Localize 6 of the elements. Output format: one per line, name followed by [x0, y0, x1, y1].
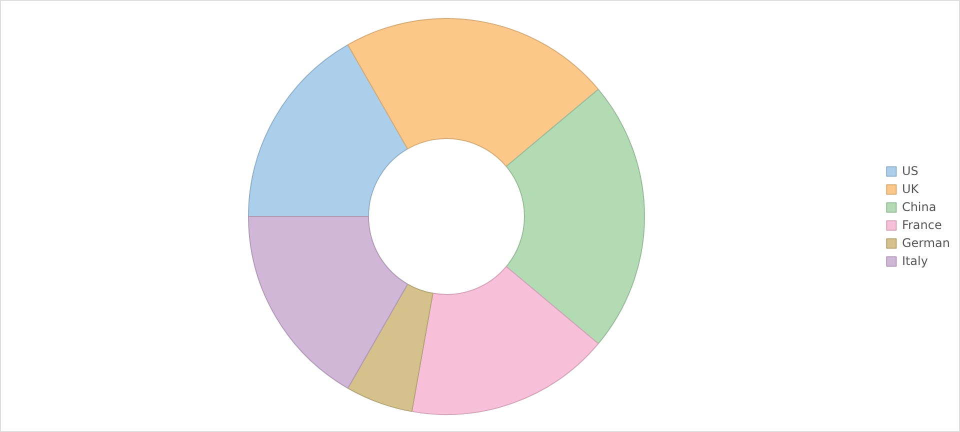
legend-label: China	[902, 200, 936, 214]
legend-label: UK	[902, 182, 920, 196]
legend-label: US	[902, 164, 920, 178]
legend-label: Italy	[902, 254, 928, 268]
legend-label: France	[902, 218, 942, 232]
legend-label: German	[902, 236, 950, 250]
